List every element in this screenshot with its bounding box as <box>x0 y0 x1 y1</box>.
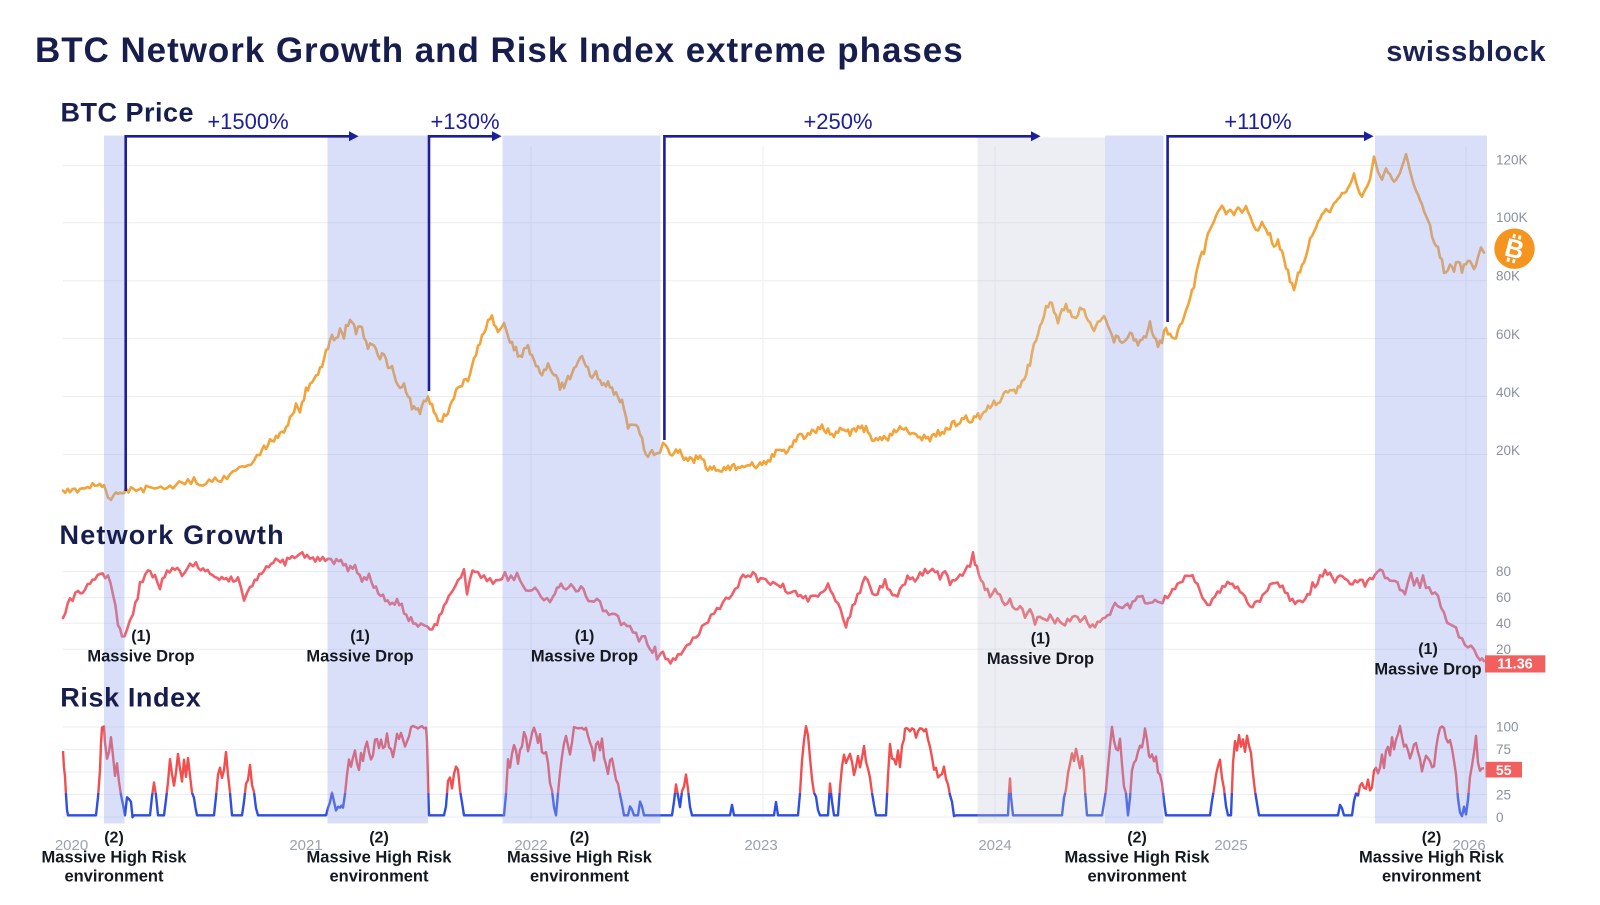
svg-text:+1500%: +1500% <box>207 109 288 134</box>
svg-text:Massive Drop: Massive Drop <box>306 648 413 666</box>
svg-text:25: 25 <box>1496 787 1511 802</box>
svg-text:55: 55 <box>1496 762 1512 778</box>
svg-text:+110%: +110% <box>1224 109 1291 134</box>
svg-text:40: 40 <box>1496 616 1511 631</box>
svg-text:2021: 2021 <box>289 837 322 854</box>
svg-text:(1): (1) <box>575 628 595 645</box>
svg-text:(2): (2) <box>1127 830 1147 847</box>
svg-text:0: 0 <box>1496 810 1504 825</box>
svg-text:Massive Drop: Massive Drop <box>87 648 194 666</box>
svg-text:(1): (1) <box>1418 641 1438 658</box>
svg-text:(2): (2) <box>104 830 124 847</box>
svg-text:+130%: +130% <box>430 109 499 134</box>
svg-text:+250%: +250% <box>803 109 872 134</box>
svg-text:40K: 40K <box>1496 385 1520 400</box>
svg-text:2024: 2024 <box>978 837 1011 854</box>
svg-text:2022: 2022 <box>514 837 547 854</box>
svg-text:80K: 80K <box>1496 269 1520 284</box>
svg-text:environment: environment <box>329 868 429 886</box>
svg-text:Network Growth: Network Growth <box>60 520 285 550</box>
svg-text:Risk Index: Risk Index <box>60 683 201 713</box>
svg-text:100: 100 <box>1496 720 1519 735</box>
svg-text:environment: environment <box>530 868 630 886</box>
svg-text:(2): (2) <box>1422 830 1442 847</box>
svg-text:(2): (2) <box>570 830 590 847</box>
svg-text:60: 60 <box>1496 590 1511 605</box>
svg-text:Massive High Risk: Massive High Risk <box>42 849 188 867</box>
svg-text:80: 80 <box>1496 564 1511 579</box>
svg-text:(1): (1) <box>131 628 151 645</box>
svg-text:Massive High Risk: Massive High Risk <box>307 849 453 867</box>
svg-text:Massive High Risk: Massive High Risk <box>1359 849 1505 867</box>
svg-text:Massive High Risk: Massive High Risk <box>507 849 653 867</box>
svg-text:120K: 120K <box>1496 153 1528 168</box>
svg-text:60K: 60K <box>1496 327 1520 342</box>
svg-text:BTC Network Growth and Risk In: BTC Network Growth and Risk Index extrem… <box>35 31 964 70</box>
svg-text:2026: 2026 <box>1452 837 1485 854</box>
svg-text:2023: 2023 <box>744 837 777 854</box>
svg-text:Massive Drop: Massive Drop <box>531 648 638 666</box>
svg-text:100K: 100K <box>1496 210 1528 225</box>
svg-text:2020: 2020 <box>55 837 88 854</box>
svg-text:environment: environment <box>1087 868 1187 886</box>
svg-text:20: 20 <box>1496 642 1511 657</box>
svg-text:Massive High Risk: Massive High Risk <box>1065 849 1211 867</box>
svg-text:swissblock: swissblock <box>1386 36 1546 68</box>
svg-text:Massive Drop: Massive Drop <box>1374 661 1481 679</box>
svg-text:2025: 2025 <box>1214 837 1247 854</box>
svg-text:environment: environment <box>64 868 164 886</box>
svg-text:11.36: 11.36 <box>1497 657 1533 673</box>
svg-text:(1): (1) <box>1031 631 1051 648</box>
svg-text:Massive Drop: Massive Drop <box>987 650 1094 668</box>
svg-text:(2): (2) <box>369 830 389 847</box>
svg-text:environment: environment <box>1382 868 1482 886</box>
svg-text:20K: 20K <box>1496 443 1520 458</box>
svg-text:BTC Price: BTC Price <box>61 98 195 128</box>
svg-text:(1): (1) <box>350 628 370 645</box>
svg-text:75: 75 <box>1496 742 1511 757</box>
